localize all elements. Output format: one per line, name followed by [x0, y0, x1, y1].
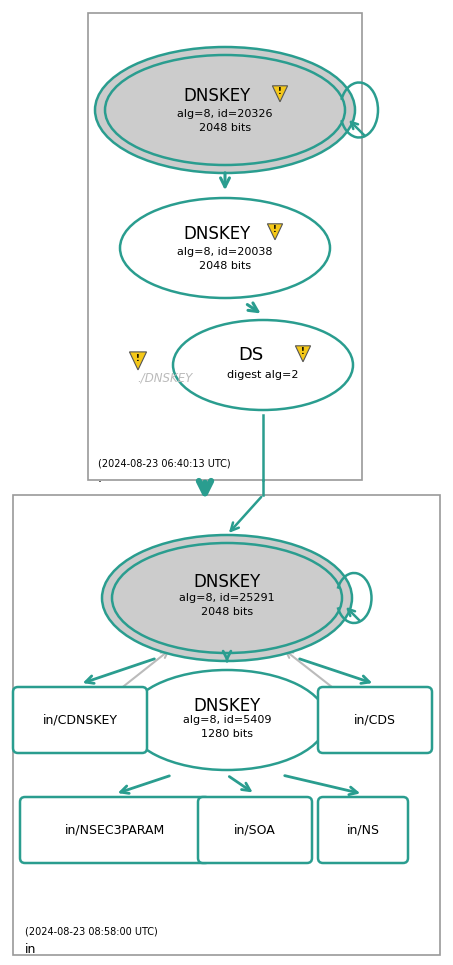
Text: 2048 bits: 2048 bits	[199, 261, 251, 271]
Ellipse shape	[120, 198, 330, 298]
Text: !: !	[136, 354, 140, 363]
Text: in: in	[25, 943, 36, 956]
Text: DNSKEY: DNSKEY	[193, 697, 260, 715]
Text: alg=8, id=25291: alg=8, id=25291	[179, 593, 275, 603]
Text: in/CDS: in/CDS	[354, 713, 396, 727]
Ellipse shape	[127, 670, 327, 770]
FancyBboxPatch shape	[13, 687, 147, 753]
FancyBboxPatch shape	[20, 797, 210, 863]
Bar	[88, 13, 362, 480]
Text: 1280 bits: 1280 bits	[201, 729, 253, 739]
Text: (2024-08-23 06:40:13 UTC): (2024-08-23 06:40:13 UTC)	[98, 458, 231, 468]
FancyBboxPatch shape	[318, 687, 432, 753]
Text: 2048 bits: 2048 bits	[199, 123, 251, 133]
Text: !: !	[301, 346, 305, 356]
Ellipse shape	[112, 543, 342, 653]
FancyBboxPatch shape	[318, 797, 408, 863]
Ellipse shape	[105, 55, 345, 165]
Text: digest alg=2: digest alg=2	[227, 370, 299, 380]
Bar	[13, 495, 440, 955]
Text: (2024-08-23 08:58:00 UTC): (2024-08-23 08:58:00 UTC)	[25, 927, 158, 937]
Text: DNSKEY: DNSKEY	[193, 573, 260, 591]
Polygon shape	[130, 352, 147, 370]
Text: in/NS: in/NS	[347, 823, 380, 837]
Text: in/CDNSKEY: in/CDNSKEY	[43, 713, 117, 727]
Text: 2048 bits: 2048 bits	[201, 607, 253, 617]
Text: !: !	[278, 87, 282, 96]
Ellipse shape	[173, 320, 353, 410]
Text: DNSKEY: DNSKEY	[183, 225, 251, 243]
Ellipse shape	[102, 535, 352, 661]
Text: alg=8, id=5409: alg=8, id=5409	[183, 715, 271, 725]
Text: .: .	[98, 472, 102, 485]
Polygon shape	[272, 86, 288, 101]
Text: ./DNSKEY: ./DNSKEY	[137, 372, 193, 384]
Text: !: !	[273, 225, 277, 234]
Text: alg=8, id=20326: alg=8, id=20326	[177, 109, 273, 119]
Polygon shape	[295, 345, 311, 362]
Text: DNSKEY: DNSKEY	[183, 87, 251, 105]
Polygon shape	[267, 224, 283, 239]
Text: in/SOA: in/SOA	[234, 823, 276, 837]
Text: alg=8, id=20038: alg=8, id=20038	[177, 247, 273, 257]
Ellipse shape	[95, 47, 355, 173]
Text: DS: DS	[238, 346, 264, 364]
Text: in/NSEC3PARAM: in/NSEC3PARAM	[65, 823, 165, 837]
FancyBboxPatch shape	[198, 797, 312, 863]
